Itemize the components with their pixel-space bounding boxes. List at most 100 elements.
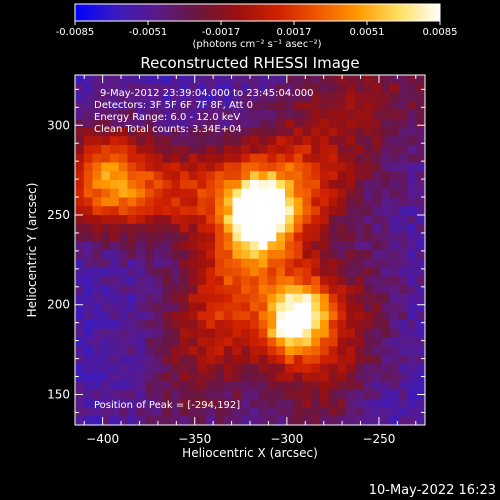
heatmap-pixel [250,311,260,321]
heatmap-pixel [118,311,128,321]
heatmap-pixel [390,197,400,207]
heatmap-pixel [180,328,190,338]
heatmap-pixel [346,381,356,391]
heatmap-pixel [118,381,128,391]
heatmap-pixel [372,206,382,216]
heatmap-pixel [75,398,85,408]
heatmap-pixel [390,110,400,120]
heatmap-pixel [127,241,137,251]
heatmap-pixel [328,136,338,146]
heatmap-pixel [101,223,111,233]
heatmap-pixel [346,398,356,408]
heatmap-pixel [241,162,251,172]
heatmap-pixel [276,127,286,137]
heatmap-pixel [250,101,260,111]
heatmap-pixel [381,250,391,260]
heatmap-pixel [215,390,225,400]
heatmap-pixel [206,118,216,128]
heatmap-pixel [162,276,172,286]
heatmap-pixel [390,206,400,216]
heatmap-pixel [250,293,260,303]
heatmap-pixel [311,381,321,391]
heatmap-pixel [258,285,268,295]
heatmap-pixel [153,355,163,365]
heatmap-pixel [197,363,207,373]
heatmap-pixel [407,381,417,391]
heatmap-pixel [346,110,356,120]
heatmap-pixel [101,153,111,163]
heatmap-pixel [381,381,391,391]
heatmap-pixel [258,145,268,155]
heatmap-pixel [293,206,303,216]
heatmap-pixel [101,206,111,216]
heatmap-pixel [258,241,268,251]
heatmap-pixel [153,118,163,128]
heatmap-pixel [215,285,225,295]
heatmap-pixel [83,145,93,155]
heatmap-pixel [267,311,277,321]
heatmap-pixel [215,215,225,225]
heatmap-pixel [232,276,242,286]
heatmap-pixel [215,206,225,216]
heatmap-pixel [118,250,128,260]
heatmap-pixel [153,197,163,207]
heatmap-pixel [197,302,207,312]
heatmap-pixel [276,232,286,242]
heatmap-pixel [145,398,155,408]
x-tick-label: −400 [86,432,119,446]
heatmap-pixel [328,276,338,286]
heatmap-pixel [197,320,207,330]
heatmap-pixel [118,258,128,268]
heatmap-pixel [188,162,198,172]
heatmap-pixel [153,250,163,260]
heatmap-pixel [416,180,425,190]
heatmap-pixel [267,328,277,338]
heatmap-pixel [171,215,181,225]
heatmap-pixel [188,75,198,85]
heatmap-pixel [127,197,137,207]
heatmap-pixel [232,267,242,277]
heatmap-pixel [145,276,155,286]
heatmap-pixel [355,127,365,137]
heatmap-pixel [162,328,172,338]
heatmap-pixel [197,346,207,356]
heatmap-pixel [83,320,93,330]
heatmap-pixel [232,75,242,85]
annotation-line: Energy Range: 6.0 - 12.0 keV [94,112,240,123]
heatmap-pixel [223,328,233,338]
heatmap-pixel [92,355,102,365]
heatmap-pixel [416,258,425,268]
heatmap-pixel [328,416,338,425]
heatmap-pixel [398,232,408,242]
heatmap-pixel [110,75,120,85]
heatmap-pixel [381,83,391,93]
heatmap-pixel [110,153,120,163]
heatmap-pixel [328,285,338,295]
heatmap-pixel [363,363,373,373]
heatmap-pixel [188,127,198,137]
heatmap-pixel [346,258,356,268]
heatmap-pixel [398,276,408,286]
heatmap-pixel [372,118,382,128]
heatmap-pixel [267,363,277,373]
heatmap-pixel [328,320,338,330]
heatmap-pixel [206,250,216,260]
heatmap-pixel [188,363,198,373]
heatmap-pixel [110,285,120,295]
heatmap-pixel [83,293,93,303]
heatmap-pixel [328,407,338,417]
heatmap-pixel [180,206,190,216]
heatmap-pixel [206,302,216,312]
heatmap-pixel [171,355,181,365]
heatmap-pixel [267,276,277,286]
heatmap-pixel [145,197,155,207]
heatmap-pixel [381,197,391,207]
heatmap-pixel [101,346,111,356]
heatmap-pixel [346,390,356,400]
heatmap-pixel [83,276,93,286]
heatmap-pixel [83,390,93,400]
heatmap-pixel [127,232,137,242]
heatmap-pixel [276,328,286,338]
heatmap-pixel [127,293,137,303]
heatmap-pixel [320,337,330,347]
